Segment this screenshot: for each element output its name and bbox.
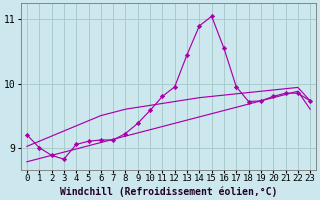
X-axis label: Windchill (Refroidissement éolien,°C): Windchill (Refroidissement éolien,°C) — [60, 186, 277, 197]
